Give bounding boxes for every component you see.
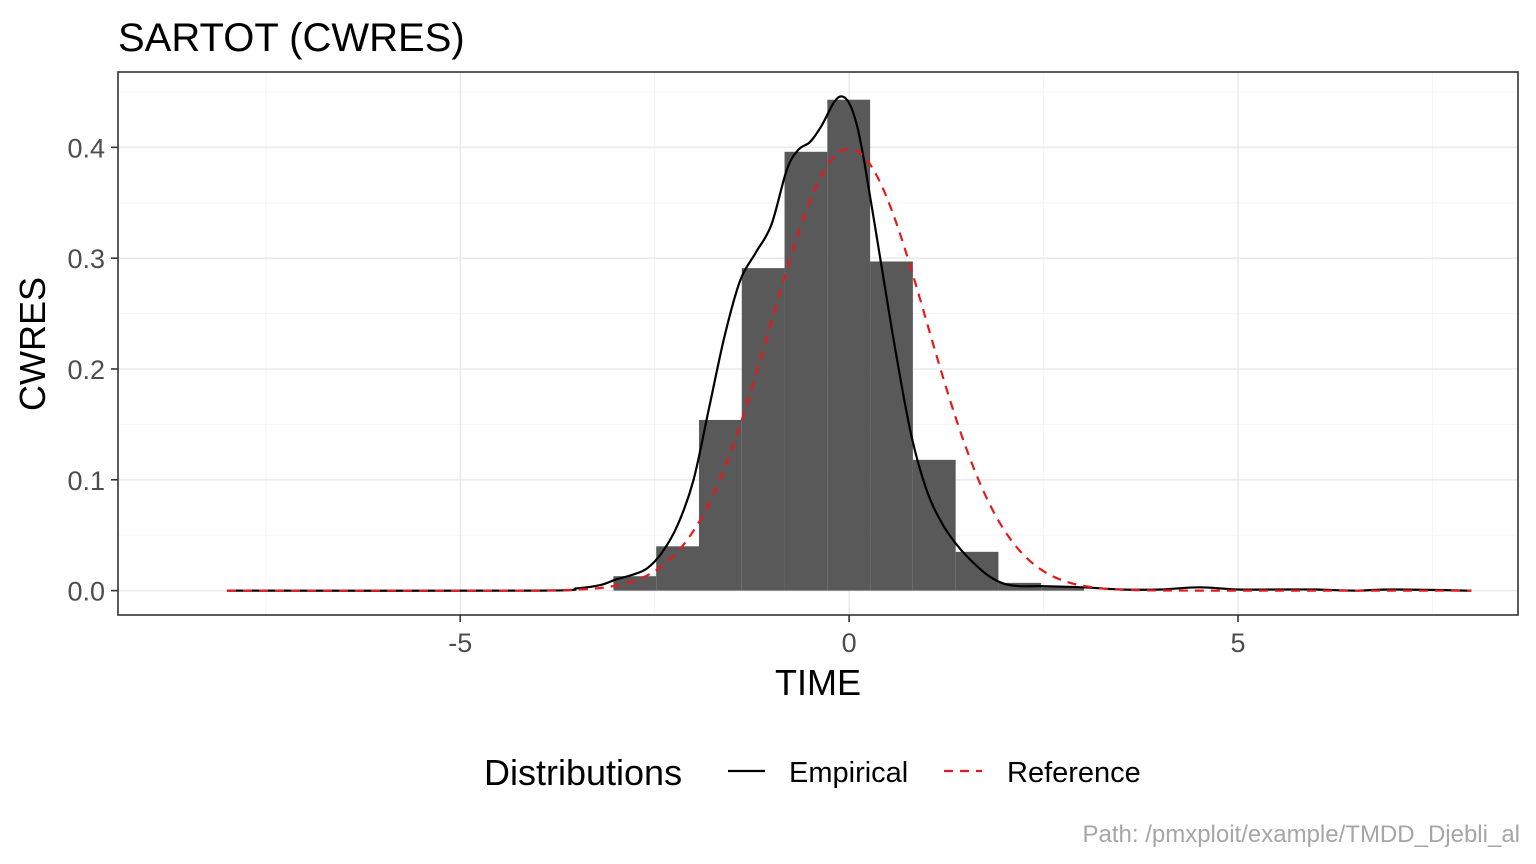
- x-tick-label: 5: [1230, 628, 1245, 658]
- y-tick-label: 0.0: [67, 577, 105, 607]
- histogram-bar: [784, 151, 828, 591]
- histogram-bar: [1041, 587, 1084, 591]
- plot-panel: [117, 71, 1519, 616]
- histogram-bars: [613, 99, 1084, 591]
- histogram-bar: [741, 268, 785, 591]
- histogram-bar: [870, 261, 913, 591]
- x-tick-label: 0: [842, 628, 857, 658]
- y-axis-title: CWRES: [12, 277, 53, 411]
- x-tick-label: -5: [448, 628, 472, 658]
- y-tick-label: 0.4: [67, 133, 105, 163]
- histogram-bar: [955, 551, 999, 591]
- y-tick-label: 0.2: [67, 355, 105, 385]
- histogram-bar: [912, 459, 956, 591]
- x-axis-title: TIME: [775, 662, 861, 703]
- x-axis-ticks: -5 0 5: [448, 615, 1246, 658]
- legend-label-empirical: Empirical: [789, 757, 908, 789]
- caption-path: Path: /pmxploit/example/TMDD_Djebli_al: [1082, 821, 1520, 848]
- density-lines: [226, 95, 1472, 592]
- chart-title: SARTOT (CWRES): [118, 16, 465, 60]
- panel-border: [117, 71, 1519, 616]
- histogram-bar: [656, 546, 699, 591]
- legend: Distributions Empirical Reference: [484, 752, 1141, 793]
- y-tick-label: 0.3: [67, 244, 105, 274]
- y-axis-ticks: 0.0 0.1 0.2 0.3 0.4: [67, 133, 118, 607]
- legend-title: Distributions: [484, 752, 682, 793]
- y-tick-label: 0.1: [67, 466, 105, 496]
- histogram-bar: [827, 99, 871, 591]
- histogram-bar: [699, 419, 742, 591]
- legend-label-reference: Reference: [1007, 757, 1141, 789]
- series-line-reference: [226, 147, 1472, 592]
- histogram-bar: [613, 576, 657, 591]
